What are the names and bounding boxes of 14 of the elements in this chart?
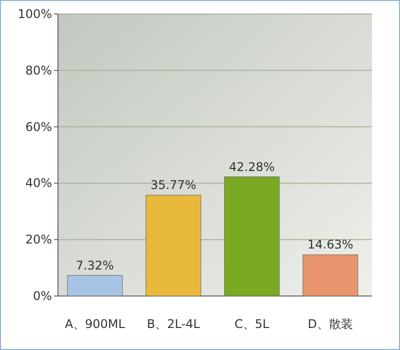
y-tick-label: 80% xyxy=(25,63,52,78)
x-tick-label: A、900ML xyxy=(64,317,126,331)
data-label: 35.77% xyxy=(150,178,196,192)
y-tick-label: 100% xyxy=(18,7,52,21)
data-label: 42.28% xyxy=(229,160,275,174)
data-label: 7.32% xyxy=(76,258,114,272)
data-label: 14.63% xyxy=(308,238,354,252)
y-tick-label: 60% xyxy=(25,120,52,134)
y-tick-label: 40% xyxy=(25,176,52,190)
y-tick-label: 20% xyxy=(25,232,52,247)
x-tick-label: D、散装 xyxy=(308,317,354,331)
x-tick-label: C、5L xyxy=(234,317,270,331)
y-tick-label: 0% xyxy=(32,289,52,303)
x-tick-label: B、2L-4L xyxy=(146,317,200,331)
